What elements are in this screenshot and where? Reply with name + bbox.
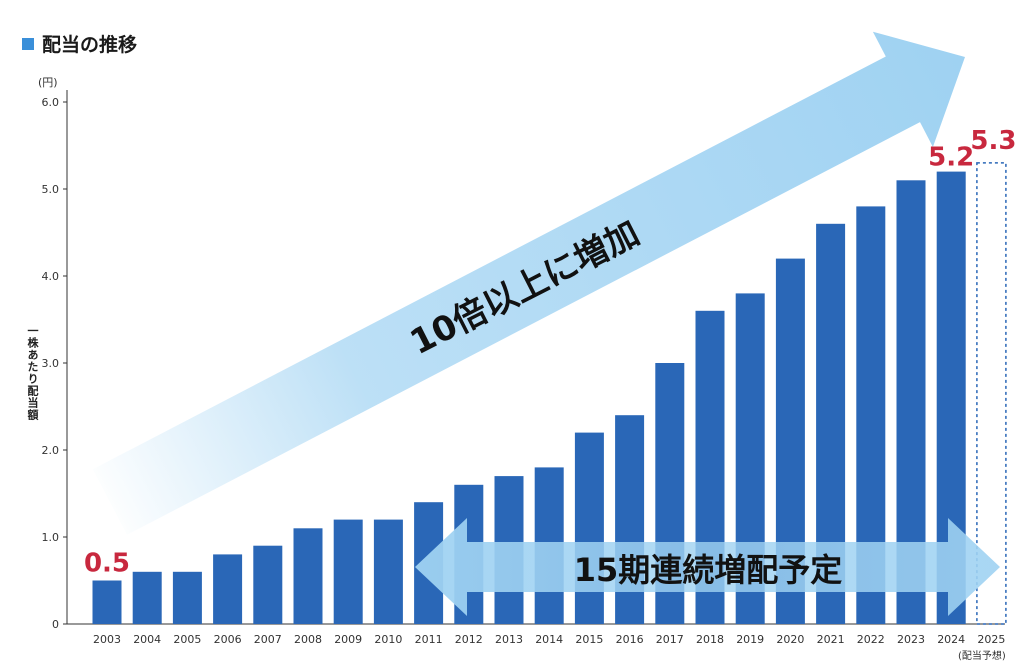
- dividend-bar: [293, 528, 323, 624]
- x-tick-label: 2003: [93, 633, 121, 646]
- title-marker-icon: [22, 37, 34, 50]
- forecast-bar: [976, 162, 1007, 625]
- y-tick-label: 4.0: [42, 270, 60, 283]
- x-tick-label: 2005: [173, 633, 201, 646]
- x-tick-label: 2006: [214, 633, 242, 646]
- streak-arrow: [415, 518, 1000, 616]
- y-tick-label: 6.0: [42, 96, 60, 109]
- y-tick-label: 1.0: [42, 531, 60, 544]
- data-label-2003: 0.5: [84, 549, 130, 579]
- y-axis-unit: (円): [38, 76, 58, 89]
- x-tick-label: 2011: [415, 633, 443, 646]
- x-tick-label: 2017: [656, 633, 684, 646]
- x-tick-label: 2016: [616, 633, 644, 646]
- x-tick-label: 2020: [776, 633, 804, 646]
- data-label-2024: 5.2: [928, 143, 974, 173]
- y-tick-label: 5.0: [42, 183, 60, 196]
- dividend-bar: [574, 432, 604, 624]
- dividend-bar: [615, 415, 645, 624]
- data-label-2025: 5.3: [970, 126, 1016, 156]
- x-tick-label: 2024: [937, 633, 965, 646]
- dividend-bar: [213, 554, 243, 624]
- x-tick-label: 2019: [736, 633, 764, 646]
- x-tick-label: 2014: [535, 633, 563, 646]
- dividend-bar: [373, 519, 403, 624]
- x-tick-label: 2018: [696, 633, 724, 646]
- y-axis-label: 一株あたり配当額: [26, 325, 39, 421]
- streak-annotation: 15期連続増配予定: [574, 551, 843, 589]
- y-tick-label: 2.0: [42, 444, 60, 457]
- x-tick-label: 2004: [133, 633, 161, 646]
- x-tick-label: 2008: [294, 633, 322, 646]
- x-tick-label: 2012: [455, 633, 483, 646]
- dividend-bar: [333, 519, 363, 624]
- y-tick-label: 3.0: [42, 357, 60, 370]
- chart-title: 配当の推移: [22, 30, 137, 57]
- growth-annotation: 10倍以上に増加: [404, 213, 646, 363]
- dividend-bar: [253, 545, 283, 624]
- x-tick-label: 2009: [334, 633, 362, 646]
- dividend-bar: [132, 571, 162, 624]
- dividend-bar: [92, 580, 122, 624]
- x-tick-label: 2025: [977, 633, 1005, 646]
- x-tick-label: 2022: [857, 633, 885, 646]
- x-tick-label: 2021: [817, 633, 845, 646]
- x-tick-label: 2013: [495, 633, 523, 646]
- growth-arrow: [92, 31, 965, 535]
- dividend-bar: [172, 571, 202, 624]
- chart-title-text: 配当の推移: [42, 34, 138, 56]
- x-tick-label: 2023: [897, 633, 925, 646]
- x-tick-label: 2015: [575, 633, 603, 646]
- forecast-note: (配当予想): [958, 651, 1006, 662]
- y-tick-label: 0: [52, 618, 59, 631]
- x-tick-label: 2007: [254, 633, 282, 646]
- x-tick-label: 2010: [374, 633, 402, 646]
